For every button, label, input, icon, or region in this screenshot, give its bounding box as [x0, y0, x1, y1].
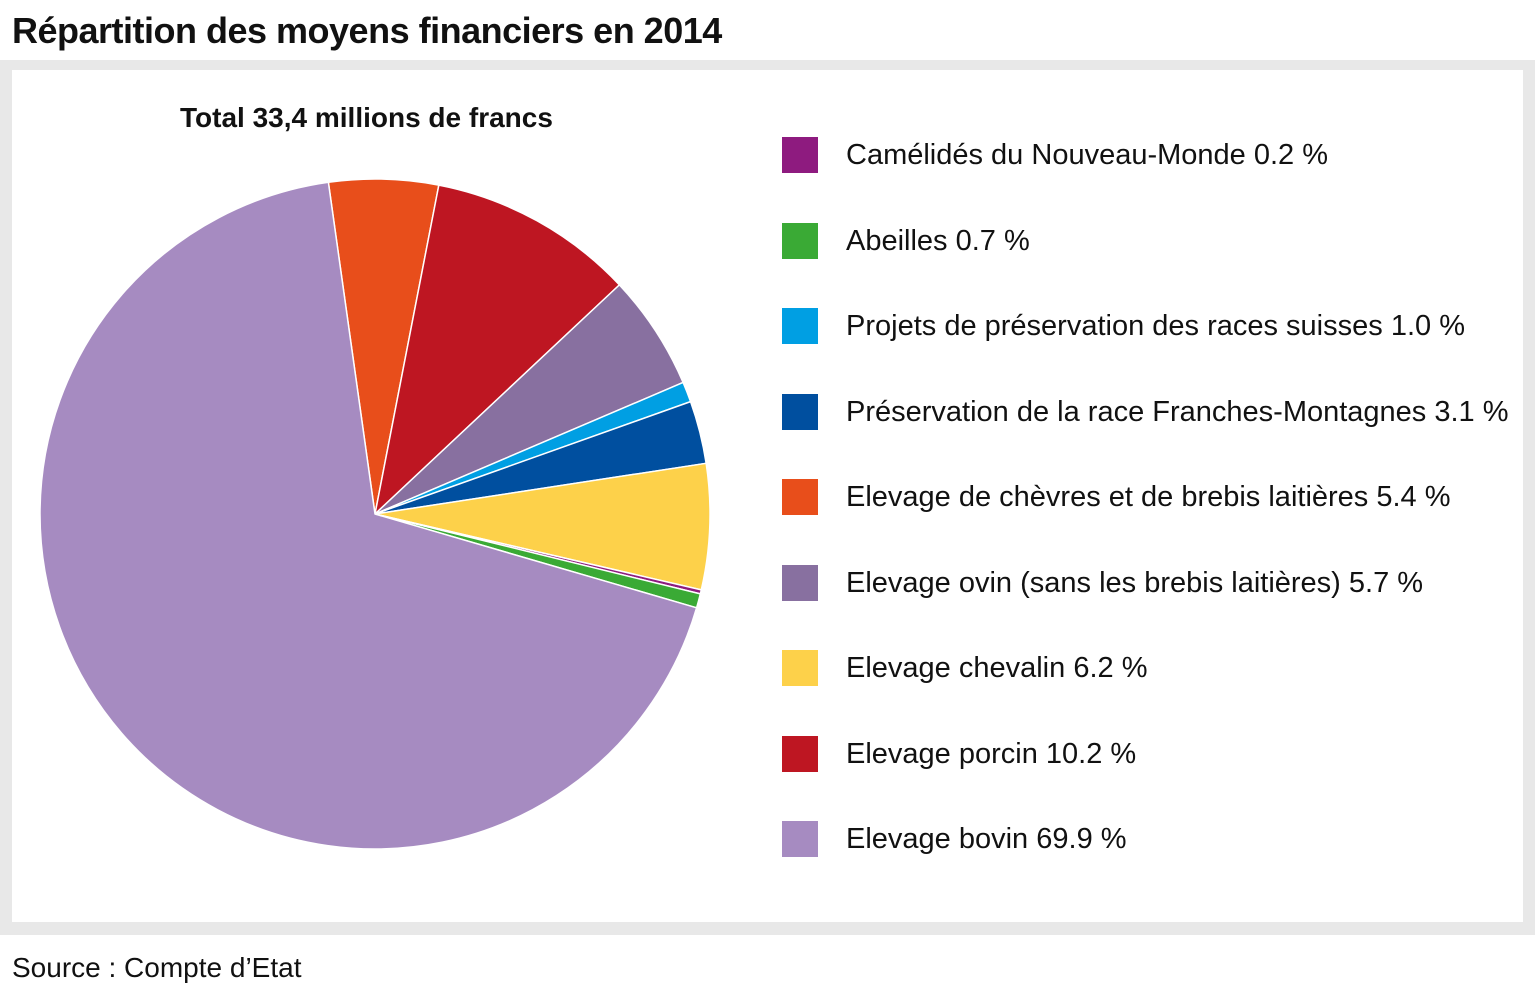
- legend-label-text: Préservation de la race Franches-Montagn…: [846, 395, 1427, 428]
- page-title: Répartition des moyens financiers en 201…: [12, 10, 722, 51]
- legend-swatch: [782, 735, 818, 772]
- legend-value: 1.0 %: [1390, 310, 1465, 342]
- legend-label: Camélidés du Nouveau-Monde 0.2 %: [846, 137, 1328, 173]
- legend-value: 69.9 %: [1036, 823, 1127, 855]
- source-note: Source : Compte d’Etat: [12, 952, 302, 983]
- legend-swatch: [782, 137, 818, 173]
- legend-label: Préservation de la race Franches-Montagn…: [846, 394, 1509, 430]
- legend-label-text: Abeilles: [846, 224, 948, 257]
- legend-swatch: [782, 222, 818, 259]
- legend-label: Elevage chevalin 6.2 %: [846, 650, 1148, 686]
- legend-value: 0.2 %: [1253, 139, 1329, 171]
- legend-swatch: [782, 564, 818, 601]
- chart-title: Total 33,4 millions de francs: [180, 102, 553, 133]
- legend-label-text: Elevage de chèvres et de brebis laitière…: [846, 481, 1369, 513]
- legend-swatch: [782, 479, 818, 515]
- legend-value: 6.2 %: [1073, 652, 1148, 684]
- legend-swatch: [782, 650, 818, 686]
- legend-label-text: Elevage porcin: [846, 737, 1038, 770]
- legend-value: 5.7 %: [1348, 566, 1424, 599]
- legend-label-text: Elevage chevalin: [846, 652, 1066, 684]
- legend-label: Projets de préservation des races suisse…: [846, 308, 1465, 344]
- legend-swatch: [782, 821, 818, 857]
- legend-value: 5.4 %: [1376, 481, 1451, 513]
- legend-label-text: Elevage bovin: [846, 823, 1029, 855]
- pie-slice-elevage-chevalin: [374, 462, 711, 591]
- legend-label: Elevage porcin 10.2 %: [846, 736, 1136, 772]
- legend-label: Abeilles 0.7 %: [846, 223, 1030, 259]
- legend-swatch: [782, 308, 818, 344]
- legend-swatch: [782, 393, 818, 430]
- pie-slice-elevage-porcin: [374, 184, 621, 515]
- legend-value: 0.7 %: [955, 224, 1030, 257]
- legend-label-text: Projets de préservation des races suisse…: [846, 310, 1383, 342]
- legend-label: Elevage ovin (sans les brebis laitières)…: [846, 565, 1423, 601]
- legend-value: 10.2 %: [1045, 737, 1137, 770]
- legend-label: Elevage de chèvres et de brebis laitière…: [846, 479, 1451, 515]
- legend-label-text: Camélidés du Nouveau-Monde: [846, 139, 1246, 171]
- legend-label-text: Elevage ovin (sans les brebis laitières): [846, 566, 1341, 599]
- legend-value: 3.1 %: [1434, 395, 1509, 428]
- pie-slice-elevage-bovin: [39, 181, 698, 850]
- legend-label: Elevage bovin 69.9 %: [846, 821, 1127, 857]
